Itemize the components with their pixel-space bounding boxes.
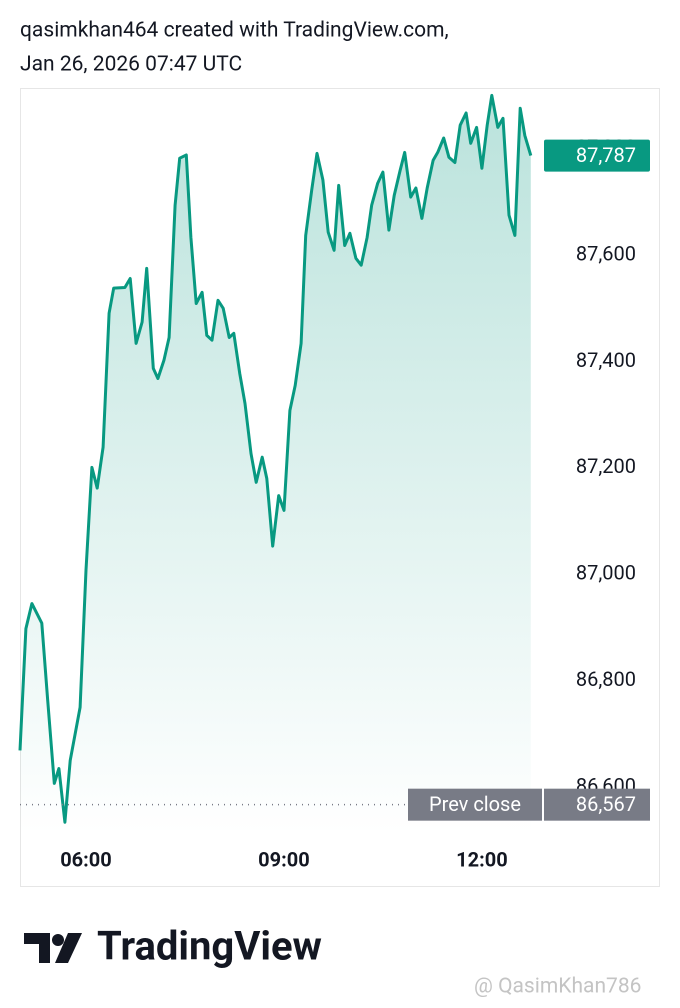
y-tick-label: 87,600: [576, 241, 636, 265]
brand-name: TradingView: [97, 923, 322, 970]
watermark: @ QasimKhan786: [474, 975, 641, 999]
x-tick-label: 06:00: [60, 847, 112, 871]
brand-logo: [24, 933, 82, 963]
y-tick-label: 86,800: [576, 667, 636, 691]
area-fill: [20, 95, 531, 835]
price-tag-bg: [544, 139, 650, 172]
header-line: qasimkhan464 created with TradingView.co…: [20, 19, 449, 43]
x-tick-label: 09:00: [258, 847, 310, 871]
y-tick-label: 87,200: [576, 454, 636, 478]
price-tag-label: 87,787: [576, 143, 636, 167]
price-line: [18, 93, 533, 824]
header-line: Jan 26, 2026 07:47 UTC: [20, 53, 242, 77]
y-tick-label: 87,000: [576, 561, 636, 585]
prev-close-value: 86,567: [576, 792, 636, 816]
prev-close-value-bg: [544, 788, 650, 821]
prev-close-label-bg: [408, 788, 542, 821]
prev-close-label: Prev close: [429, 792, 521, 816]
x-tick-label: 12:00: [456, 847, 508, 871]
plot: 86,60086,80087,00087,20087,40087,60087,8…: [18, 93, 650, 871]
y-tick-label: 87,400: [576, 348, 636, 372]
chart-frame: [20, 88, 660, 887]
